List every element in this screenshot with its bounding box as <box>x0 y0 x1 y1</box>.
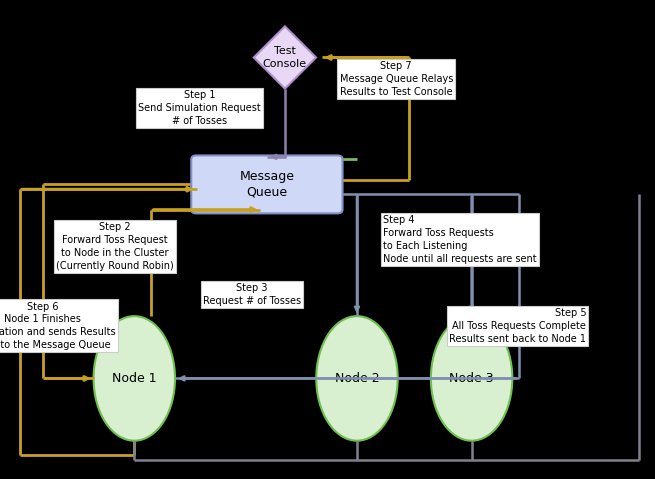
Text: Step 5
All Toss Requests Complete
Results sent back to Node 1: Step 5 All Toss Requests Complete Result… <box>449 308 586 343</box>
Text: Test
Console: Test Console <box>263 46 307 68</box>
Text: Message
Queue: Message Queue <box>240 170 294 199</box>
Text: Node 3: Node 3 <box>449 372 494 385</box>
Ellipse shape <box>94 316 175 441</box>
Text: Node 2: Node 2 <box>335 372 379 385</box>
Text: Step 7
Message Queue Relays
Results to Test Console: Step 7 Message Queue Relays Results to T… <box>339 61 453 97</box>
FancyBboxPatch shape <box>191 155 343 214</box>
Text: Step 2
Forward Toss Request
to Node in the Cluster
(Currently Round Robin): Step 2 Forward Toss Request to Node in t… <box>56 222 174 271</box>
Text: Step 1
Send Simulation Request
# of Tosses: Step 1 Send Simulation Request # of Toss… <box>138 90 261 125</box>
Text: Step 4
Forward Toss Requests
to Each Listening
Node until all requests are sent: Step 4 Forward Toss Requests to Each Lis… <box>383 215 537 264</box>
Ellipse shape <box>316 316 398 441</box>
Text: Step 3
Request # of Tosses: Step 3 Request # of Tosses <box>203 283 301 306</box>
Text: Step 6
Node 1 Finishes
Calculation and sends Results
back to the Message Queue: Step 6 Node 1 Finishes Calculation and s… <box>0 301 116 350</box>
Polygon shape <box>253 26 316 89</box>
Ellipse shape <box>431 316 512 441</box>
Text: Node 1: Node 1 <box>112 372 157 385</box>
